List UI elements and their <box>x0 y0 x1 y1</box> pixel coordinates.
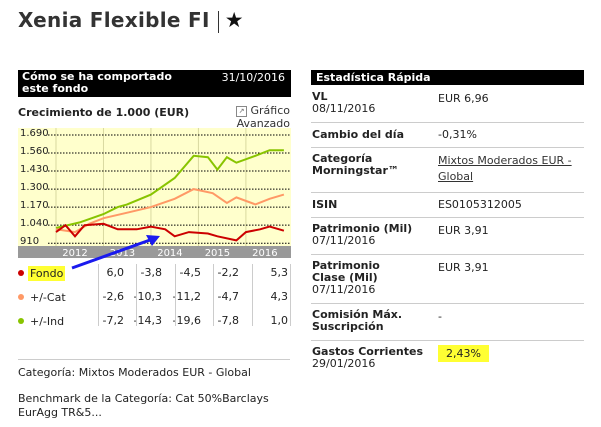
stat-date: 29/01/2016 <box>312 357 376 370</box>
category-link[interactable]: Mixtos Moderados EUR - Global <box>438 154 572 183</box>
divider <box>18 359 290 360</box>
divider <box>252 264 253 326</box>
growth-chart: 2012 2013 2014 2015 2016 1.690 1.560 1.430 1.300… <box>18 128 291 258</box>
fund-name: Xenia Flexible FI <box>18 8 210 32</box>
stat-value: EUR 3,91 <box>438 261 489 274</box>
stat-row-vl: VL 08/11/2016 EUR 6,96 <box>311 86 584 123</box>
stat-value: EUR 6,96 <box>438 92 489 105</box>
stat-date: 07/11/2016 <box>312 234 376 247</box>
cell: -11,2 <box>172 290 201 303</box>
fondo-dot-icon <box>18 270 24 276</box>
stat-date: 08/11/2016 <box>312 102 376 115</box>
cell: -14,3 <box>133 314 162 327</box>
annotation-arrow-icon <box>71 235 160 270</box>
cell: -4,7 <box>217 290 239 303</box>
y-tick-label: 1.560 <box>20 146 49 157</box>
growth-label: Crecimiento de 1.000 (EUR) <box>18 106 190 119</box>
y-tick-label: 1.690 <box>20 128 49 139</box>
divider <box>217 10 219 33</box>
series-line-ind <box>55 149 284 229</box>
star-icon[interactable]: ★ <box>224 8 244 32</box>
page-title: Xenia Flexible FI ★ <box>18 8 244 33</box>
y-tick-label: 1.300 <box>20 182 49 193</box>
stat-row-category: Categoría Morningstar™ Mixtos Moderados E… <box>311 148 584 193</box>
returns-row-ind: +/-Ind -7,2 -14,3 -19,6 -7,8 1,0 <box>18 312 290 332</box>
cell: -7,8 <box>217 314 239 327</box>
performance-date: 31/10/2016 <box>221 71 285 84</box>
stat-row-ongoing-charges: Gastos Corrientes 29/01/2016 2,43% <box>311 341 584 377</box>
stat-value: - <box>438 310 442 323</box>
x-tick-label: 2015 <box>205 248 230 258</box>
cell: 5,3 <box>270 266 289 279</box>
divider <box>213 264 214 326</box>
performance-header: Cómo se ha comportado este fondo 31/10/2… <box>18 70 291 97</box>
cell: -10,3 <box>133 290 162 303</box>
cell: -2,6 <box>102 290 124 303</box>
stat-row-isin: ISIN ES0105312005 <box>311 193 584 218</box>
x-tick-label: 2016 <box>252 248 277 258</box>
cat-dot-icon <box>18 294 24 300</box>
divider <box>175 264 176 326</box>
y-tick-label: 1.040 <box>20 218 49 229</box>
performance-title: Cómo se ha comportado este fondo <box>22 70 172 95</box>
stat-key: Patrimonio (Mil) <box>312 222 413 235</box>
cell: -2,2 <box>217 266 239 279</box>
divider <box>98 264 99 326</box>
stat-date: 07/11/2016 <box>312 283 376 296</box>
stat-value: EUR 3,91 <box>438 224 489 237</box>
stat-key: Gastos Corrientes <box>312 345 423 358</box>
x-tick-label: 2012 <box>62 248 87 258</box>
stat-row-class-assets: Patrimonio Clase (Mil) 07/11/2016 EUR 3,91 <box>311 255 584 304</box>
cell: -3,8 <box>140 266 162 279</box>
x-axis-band <box>18 246 291 258</box>
chart-icon: ↗ <box>236 105 247 117</box>
series-line-fondo <box>55 222 285 242</box>
stat-value: 2,43% <box>438 345 489 362</box>
x-tick-label: 2014 <box>157 248 182 258</box>
ind-dot-icon <box>18 318 24 324</box>
cell: 6,0 <box>106 266 125 279</box>
stat-row-commission: Comisión Máx. Suscripción - <box>311 304 584 341</box>
divider <box>136 264 137 326</box>
stat-key: Comisión Máx. Suscripción <box>312 308 403 333</box>
cell: 1,0 <box>270 314 289 327</box>
cell: -19,6 <box>172 314 201 327</box>
stats-header: Estadística Rápida <box>311 70 584 85</box>
stat-key: Cambio del día <box>312 128 404 141</box>
row-label: +/-Ind <box>30 315 65 328</box>
x-tick-label: 2013 <box>110 248 135 258</box>
stat-key: Categoría Morningstar™ <box>312 152 399 177</box>
category-text: Categoría: Mixtos Moderados EUR - Global <box>18 366 251 379</box>
cell: 4,3 <box>270 290 289 303</box>
cell: -4,5 <box>179 266 201 279</box>
series-line-cat <box>55 188 285 234</box>
stat-value: -0,31% <box>438 128 477 141</box>
advanced-chart-link[interactable]: ↗ Gráfico Avanzado <box>236 104 290 130</box>
returns-row-cat: +/-Cat -2,6 -10,3 -11,2 -4,7 4,3 <box>18 288 290 308</box>
stat-row-change: Cambio del día -0,31% <box>311 123 584 148</box>
stat-value: ES0105312005 <box>438 198 522 211</box>
y-tick-label: 910 <box>20 236 39 247</box>
divider <box>290 264 291 326</box>
stat-key: ISIN <box>312 198 338 211</box>
benchmark-text: Benchmark de la Categoría: Cat 50%Barcla… <box>18 392 269 419</box>
cell: -7,2 <box>102 314 124 327</box>
returns-row-fondo: Fondo 6,0 -3,8 -4,5 -2,2 5,3 <box>18 264 290 284</box>
stat-row-assets: Patrimonio (Mil) 07/11/2016 EUR 3,91 <box>311 218 584 255</box>
row-label: +/-Cat <box>30 291 66 304</box>
stat-key: Patrimonio Clase (Mil) <box>312 259 380 284</box>
y-tick-label: 1.170 <box>20 200 49 211</box>
row-label: Fondo <box>28 266 66 281</box>
stat-key: VL <box>312 90 328 103</box>
y-tick-label: 1.430 <box>20 164 49 175</box>
